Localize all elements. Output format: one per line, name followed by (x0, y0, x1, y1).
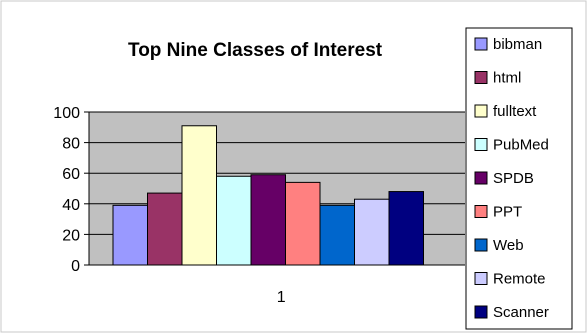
y-tick-label: 80 (62, 136, 80, 153)
bar-pubmed (216, 175, 252, 266)
bar-fulltext (181, 125, 217, 266)
legend-label: bibman (493, 36, 542, 53)
legend-swatch (474, 171, 488, 185)
legend-label: PubMed (493, 137, 549, 154)
x-tick-label: 1 (277, 289, 286, 306)
bar-remote (354, 198, 390, 266)
legend-swatch (474, 71, 488, 84)
y-tick-label: 100 (53, 105, 80, 122)
y-tick-label: 0 (71, 258, 80, 275)
legend-swatch (474, 104, 488, 118)
bar-ppt (285, 181, 321, 266)
bar-scanner (388, 191, 424, 266)
bar-bibman (112, 204, 148, 266)
legend-swatch (474, 272, 488, 285)
bar-html (147, 192, 183, 266)
y-tick-label: 20 (62, 227, 80, 244)
legend-label: PPT (493, 204, 522, 221)
bar-spdb (250, 174, 286, 266)
legend-swatch (474, 238, 488, 252)
legend-swatch (474, 305, 488, 319)
legend-label: SPDB (493, 170, 534, 187)
legend-label: Scanner (493, 304, 549, 321)
legend-swatch (474, 138, 488, 151)
plot-area: 0 20 40 60 80 100 1 (53, 105, 465, 306)
bar-web (319, 204, 355, 266)
legend-label: fulltext (493, 103, 537, 120)
legend: bibman html fulltext PubMed SPDB PPT Web Remote… (465, 27, 573, 330)
legend-label: Web (493, 237, 524, 254)
legend-label: Remote (493, 271, 546, 288)
chart-title: Top Nine Classes of Interest (128, 40, 383, 61)
y-tick-label: 60 (62, 166, 80, 183)
legend-swatch (474, 37, 488, 51)
y-tick-label: 40 (62, 197, 80, 214)
legend-label: html (493, 70, 521, 87)
legend-swatch (474, 205, 488, 218)
